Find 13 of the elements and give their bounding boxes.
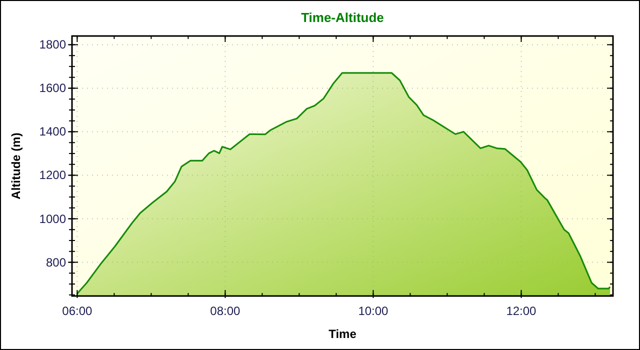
x-tick-label: 06:00 [62,304,93,318]
y-tick-label: 1600 [39,81,66,96]
y-axis-title: Altitude (m) [9,132,23,200]
x-axis-title: Time [328,327,357,341]
y-tick-label: 1800 [39,38,66,52]
x-tick-label: 12:00 [506,304,537,318]
x-tick-label: 08:00 [210,304,241,318]
y-tick-label: 1200 [39,168,66,182]
chart-title: Time-Altitude [301,10,384,25]
y-tick-label: 800 [46,255,66,270]
x-tick-label: 10:00 [358,304,389,318]
y-tick-label: 1000 [39,212,66,226]
y-tick-label: 1400 [39,124,66,139]
